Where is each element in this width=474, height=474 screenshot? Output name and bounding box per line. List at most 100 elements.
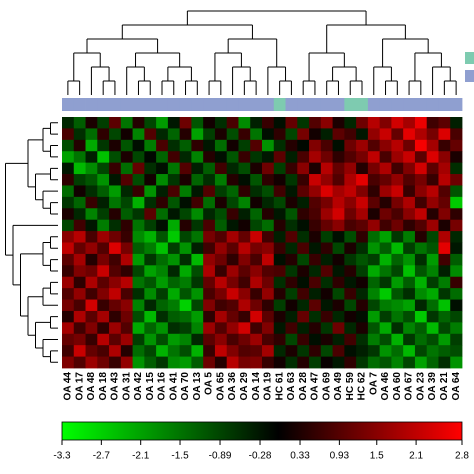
- heatmap-cell: [426, 196, 439, 209]
- heatmap-cell: [356, 117, 369, 129]
- heatmap-cell: [332, 345, 345, 357]
- column-label: OA 23: [415, 372, 426, 401]
- heatmap-cell: [273, 219, 286, 232]
- heatmap-cell: [450, 276, 463, 289]
- heatmap-cell: [85, 117, 98, 129]
- heatmap-cell: [379, 208, 392, 221]
- heatmap-cell: [144, 139, 157, 152]
- heatmap-cell: [285, 151, 298, 164]
- heatmap-cell: [332, 356, 345, 369]
- heatmap-cell: [73, 242, 86, 255]
- heatmap-cell: [214, 139, 228, 152]
- heatmap-cell: [132, 299, 145, 312]
- column-label: OA 31: [121, 372, 132, 401]
- heatmap-cell: [391, 288, 404, 300]
- heatmap-cell: [226, 219, 239, 232]
- heatmap-cell: [285, 276, 298, 289]
- colorbar-tick-label: -3.3: [53, 451, 71, 462]
- heatmap-cell: [238, 208, 251, 221]
- column-label: OA 60: [392, 372, 403, 401]
- heatmap-cell: [403, 174, 416, 186]
- annotation-cell: [144, 98, 157, 111]
- column-label: OA 39: [427, 372, 438, 401]
- column-label: OA 48: [86, 372, 97, 401]
- heatmap-cell: [97, 242, 110, 255]
- annotation-cell: [203, 98, 216, 111]
- heatmap-cell: [379, 253, 392, 266]
- heatmap-cell: [391, 174, 404, 186]
- heatmap-cell: [262, 299, 275, 312]
- heatmap-cell: [214, 162, 228, 175]
- column-label: OA 41: [168, 372, 179, 401]
- annotation-cell: [332, 98, 345, 111]
- heatmap-cell: [120, 265, 133, 278]
- heatmap-cell: [109, 151, 122, 164]
- heatmap-cell: [250, 231, 263, 243]
- heatmap-cell: [214, 174, 228, 186]
- heatmap-cell: [320, 288, 333, 300]
- heatmap-cell: [356, 208, 369, 221]
- heatmap-cell: [109, 242, 122, 255]
- heatmap-cell: [262, 219, 275, 232]
- heatmap-cell: [391, 139, 404, 152]
- heatmap-cell: [97, 310, 110, 323]
- heatmap-cell: [320, 208, 333, 221]
- colorbar: [61, 421, 463, 441]
- heatmap-cell: [414, 242, 428, 255]
- dendrogram-branch: [167, 66, 192, 81]
- heatmap-cell: [379, 117, 392, 129]
- heatmap-cell: [226, 231, 239, 243]
- heatmap-cell: [191, 208, 204, 221]
- heatmap-cell: [367, 356, 381, 369]
- column-label: OA 18: [98, 372, 109, 401]
- heatmap-cell: [120, 288, 133, 300]
- heatmap-cell: [167, 151, 181, 164]
- heatmap-cell: [438, 345, 451, 357]
- heatmap-cell: [62, 151, 75, 164]
- heatmap-cell: [356, 288, 369, 300]
- heatmap-cell: [238, 174, 251, 186]
- heatmap-cell: [85, 299, 98, 312]
- dendrogram-branch: [50, 122, 58, 135]
- heatmap-cell: [367, 310, 381, 323]
- heatmap-cell: [203, 162, 216, 175]
- dendrogram-branch: [20, 253, 43, 317]
- annotation-cell: [238, 98, 251, 111]
- heatmap-cell: [226, 345, 239, 357]
- heatmap-cell: [156, 253, 169, 266]
- heatmap-cell: [391, 151, 404, 164]
- heatmap-cell: [238, 185, 251, 198]
- heatmap-cell: [320, 333, 333, 346]
- heatmap-cell: [309, 151, 322, 164]
- heatmap-cell: [285, 162, 298, 175]
- heatmap-cell: [167, 288, 181, 300]
- heatmap-cell: [367, 219, 381, 232]
- heatmap-cell: [226, 356, 239, 369]
- heatmap-cell: [344, 333, 357, 346]
- heatmap-cell: [73, 322, 86, 335]
- column-label: HC 61: [274, 372, 285, 401]
- heatmap-cell: [297, 356, 310, 369]
- heatmap-cell: [179, 333, 192, 346]
- heatmap-cell: [262, 310, 275, 323]
- heatmap-cell: [156, 128, 169, 141]
- heatmap-cell: [273, 299, 286, 312]
- heatmap-cell: [273, 345, 286, 357]
- heatmap-cell: [144, 117, 157, 129]
- heatmap-cell: [262, 139, 275, 152]
- heatmap-cell: [297, 174, 310, 186]
- heatmap-cell: [62, 242, 75, 255]
- heatmap-cell: [144, 333, 157, 346]
- heatmap-cell: [191, 253, 204, 266]
- heatmap-cell: [297, 322, 310, 335]
- heatmap-cell: [403, 162, 416, 175]
- heatmap-cell: [203, 128, 216, 141]
- colorbar-tick-label: -2.1: [132, 451, 150, 462]
- heatmap-cell: [203, 117, 216, 129]
- heatmap-cell: [250, 299, 263, 312]
- heatmap-cell: [426, 117, 439, 129]
- dendrogram-branch: [50, 350, 58, 363]
- heatmap-cell: [391, 333, 404, 346]
- heatmap-cell: [132, 276, 145, 289]
- heatmap-cell: [109, 253, 122, 266]
